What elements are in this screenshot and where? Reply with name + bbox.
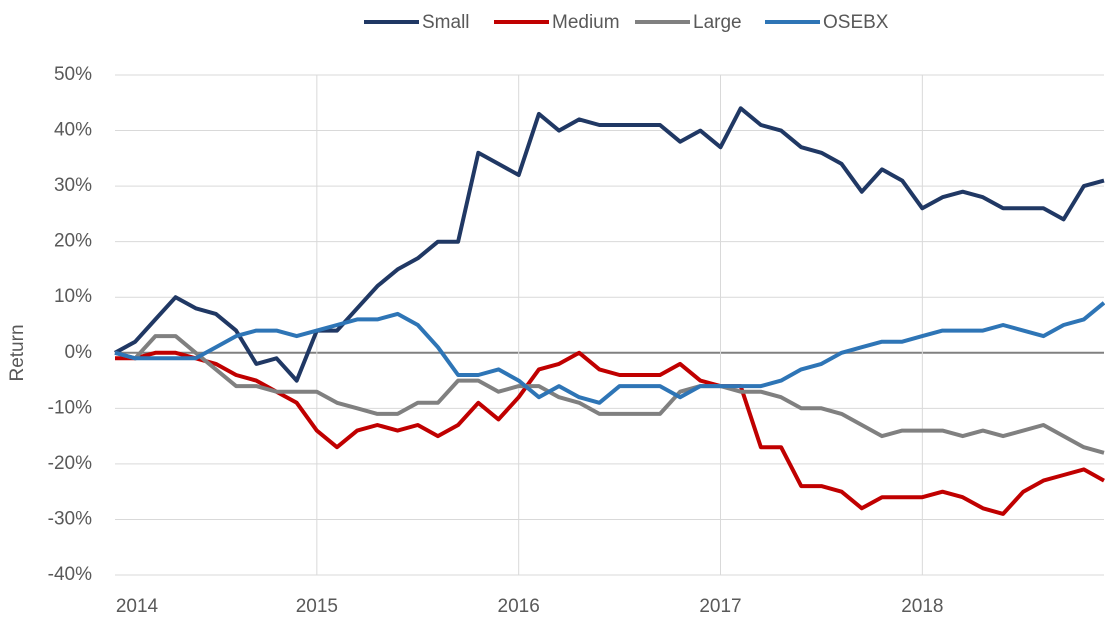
y-tick-label: 0% (65, 342, 93, 363)
legend-label: Large (693, 12, 742, 33)
x-tick-label: 2018 (901, 596, 943, 617)
y-tick-label: 20% (54, 231, 92, 252)
series-line (114, 301, 1105, 405)
y-tick-label: 50% (54, 64, 92, 85)
x-tick-label: 2016 (498, 596, 540, 617)
x-tick-label: 2017 (699, 596, 741, 617)
y-tick-label: 10% (54, 286, 92, 307)
y-tick-label: -40% (48, 564, 92, 585)
series-line (114, 334, 1105, 455)
series-line (114, 106, 1105, 383)
y-tick-label: 40% (54, 120, 92, 141)
x-tick-label: 2015 (296, 596, 338, 617)
y-tick-label: -20% (48, 453, 92, 474)
y-tick-label: -10% (48, 397, 92, 418)
legend-label: Medium (552, 12, 620, 33)
y-tick-label: -30% (48, 508, 92, 529)
y-tick-label: 30% (54, 175, 92, 196)
x-tick-label: 2014 (116, 596, 159, 617)
y-axis-label: Return (7, 324, 28, 381)
legend-label: Small (422, 12, 470, 33)
legend-label: OSEBX (823, 12, 889, 33)
